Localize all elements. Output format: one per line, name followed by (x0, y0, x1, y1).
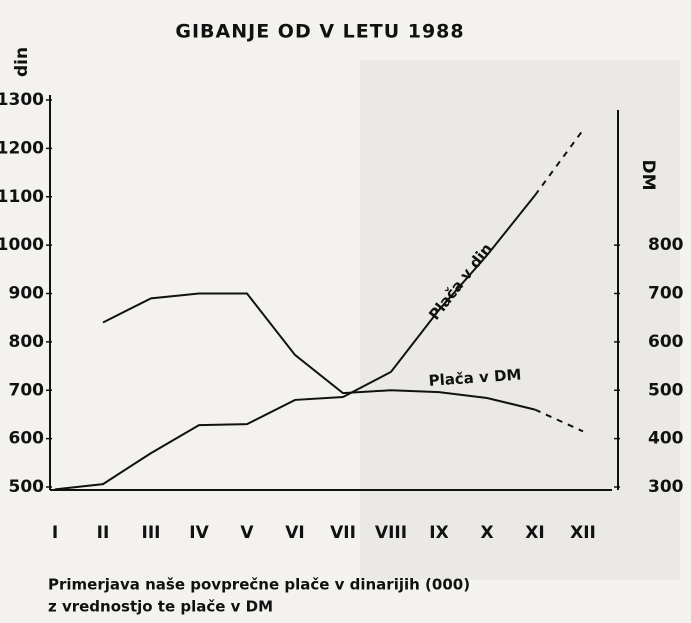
x-tick-label: IV (189, 523, 209, 543)
x-tick-label: VI (285, 523, 304, 543)
x-tick-label: VIII (375, 523, 407, 543)
x-tick-label: XI (525, 523, 544, 543)
y-tick-label: 1100 (0, 187, 44, 207)
y-tick-label: 800 (9, 332, 45, 352)
y-tick-label: 1000 (0, 235, 44, 255)
y-tick-label: 1200 (0, 138, 44, 158)
y2-tick-label: 300 (648, 477, 684, 497)
x-tick-label: VII (330, 523, 356, 543)
x-tick-label: IX (429, 523, 448, 543)
x-tick-label: I (52, 523, 58, 543)
x-tick-label: V (240, 523, 254, 543)
caption: z vrednostjo te plače v DM (48, 598, 273, 616)
y2-tick-label: 700 (648, 284, 684, 304)
y2-tick-label: 400 (648, 429, 684, 449)
x-tick-label: II (97, 523, 110, 543)
chart-title: GIBANJE OD V LETU 1988 (175, 21, 464, 43)
x-tick-label: XII (570, 523, 596, 543)
background-print (360, 60, 680, 580)
y-tick-label: 900 (9, 284, 45, 304)
y-tick-label: 700 (9, 380, 45, 400)
y2-tick-label: 500 (648, 380, 684, 400)
y2-tick-label: 600 (648, 332, 684, 352)
y-tick-label: 1300 (0, 90, 44, 110)
y-tick-label: 500 (9, 477, 45, 497)
y-tick-label: 600 (9, 429, 45, 449)
chart: GIBANJE OD V LETU 1988 din DM Primerjava… (0, 0, 691, 623)
y2-tick-label: 800 (648, 235, 684, 255)
y-axis-label: din (12, 47, 32, 77)
x-tick-label: III (142, 523, 161, 543)
caption: Primerjava naše povprečne plače v dinari… (48, 576, 470, 594)
x-tick-label: X (480, 523, 493, 543)
y2-axis-label: DM (638, 159, 658, 190)
